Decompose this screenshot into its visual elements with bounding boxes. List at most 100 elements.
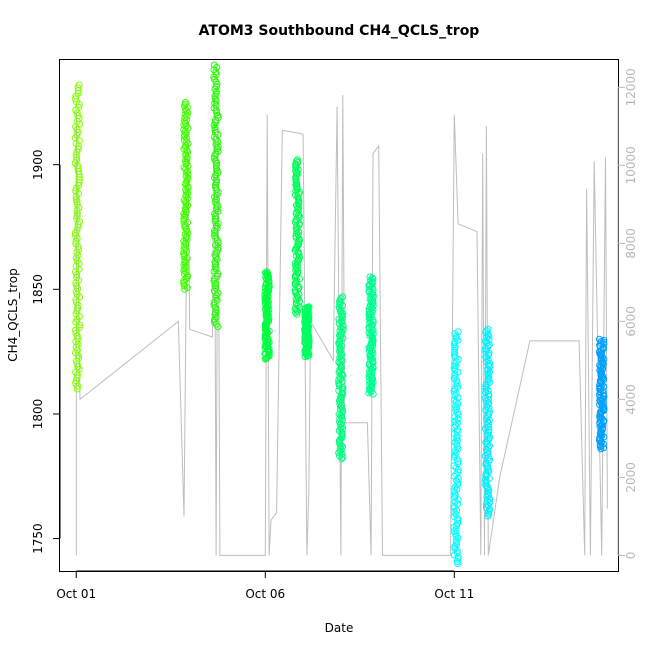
data-point — [182, 268, 190, 276]
data-point — [182, 165, 190, 173]
data-point — [483, 327, 490, 335]
data-point — [484, 483, 492, 491]
y2-tick-label: 8000 — [624, 228, 638, 259]
data-point — [184, 174, 192, 182]
data-point — [367, 387, 375, 395]
data-point — [210, 75, 218, 83]
data-point — [214, 169, 222, 177]
data-point — [484, 462, 492, 470]
secondary-y-axis: 0 2000 4000 6000 8000 10000 12000 — [617, 68, 638, 560]
data-point — [182, 191, 190, 199]
data-point — [454, 419, 461, 427]
data-point — [211, 128, 219, 136]
x-tick-label: Oct 06 — [245, 587, 285, 601]
data-point — [182, 198, 189, 206]
data-point — [213, 63, 221, 71]
data-point — [452, 526, 460, 533]
data-point — [263, 268, 271, 276]
y2-tick-label: 6000 — [624, 306, 638, 337]
data-point — [211, 263, 219, 271]
data-point — [483, 402, 491, 410]
data-point — [212, 162, 220, 170]
data-point — [72, 329, 80, 337]
y2-tick-label: 0 — [624, 552, 638, 560]
data-point — [211, 258, 219, 266]
data-point — [369, 342, 377, 350]
data-point — [210, 277, 218, 285]
data-point — [180, 270, 188, 278]
data-point — [483, 497, 491, 505]
data-point — [484, 370, 492, 378]
data-point — [181, 222, 189, 230]
y-tick-label: 1800 — [31, 399, 45, 430]
data-point — [454, 336, 462, 344]
data-point — [482, 476, 489, 484]
data-point — [453, 540, 461, 548]
data-point — [184, 194, 192, 202]
data-point — [482, 504, 490, 512]
data-point — [452, 464, 460, 472]
data-point — [484, 325, 492, 333]
data-point — [181, 131, 188, 139]
data-point — [72, 187, 80, 195]
data-point — [182, 244, 189, 252]
data-point — [453, 409, 461, 416]
data-point — [182, 172, 190, 180]
data-point — [486, 368, 493, 376]
data-point — [184, 189, 192, 197]
data-point — [599, 343, 607, 351]
data-point — [182, 98, 189, 106]
y2-tick-label: 12000 — [624, 68, 638, 106]
y-axis: 1750 1800 1850 1900 — [31, 149, 61, 554]
data-point — [596, 335, 603, 343]
data-point — [181, 212, 189, 220]
data-point — [182, 239, 189, 247]
y2-tick-label: 4000 — [624, 384, 638, 415]
data-point — [213, 83, 220, 91]
data-point — [210, 318, 218, 326]
data-point — [212, 90, 220, 98]
data-point — [294, 156, 301, 164]
data-point — [452, 334, 460, 342]
data-point — [211, 217, 219, 225]
data-point — [180, 121, 188, 129]
data-point — [485, 341, 493, 349]
data-point — [71, 95, 79, 103]
data-point — [180, 145, 188, 153]
data-point — [212, 107, 220, 115]
data-point — [485, 423, 493, 431]
data-point — [180, 237, 188, 245]
data-point — [450, 462, 458, 470]
data-point — [339, 453, 347, 461]
data-point — [485, 486, 493, 494]
data-point — [451, 330, 459, 338]
data-point — [211, 183, 219, 191]
data-point — [337, 294, 345, 302]
data-point — [214, 143, 222, 151]
data-point — [481, 425, 489, 433]
data-point — [454, 328, 462, 336]
data-point — [482, 358, 490, 366]
data-point — [182, 203, 190, 211]
x-tick-label: Oct 11 — [434, 587, 474, 601]
data-point — [450, 513, 458, 521]
data-point — [483, 339, 491, 347]
altitude-series — [75, 91, 608, 556]
data-point — [212, 164, 220, 172]
data-point — [486, 505, 494, 513]
data-point — [75, 81, 83, 89]
data-point — [181, 105, 189, 113]
data-point — [75, 354, 83, 362]
x-axis-label: Date — [325, 621, 354, 635]
y-axis-label: CH4_QCLS_trop — [6, 268, 20, 362]
data-point — [486, 360, 494, 367]
data-point — [72, 299, 80, 306]
data-point — [183, 153, 191, 161]
data-point — [210, 301, 218, 309]
y2-tick-label: 2000 — [624, 462, 638, 493]
data-point — [486, 378, 494, 386]
data-point — [484, 418, 492, 426]
data-point — [181, 157, 189, 165]
data-point — [452, 398, 460, 406]
